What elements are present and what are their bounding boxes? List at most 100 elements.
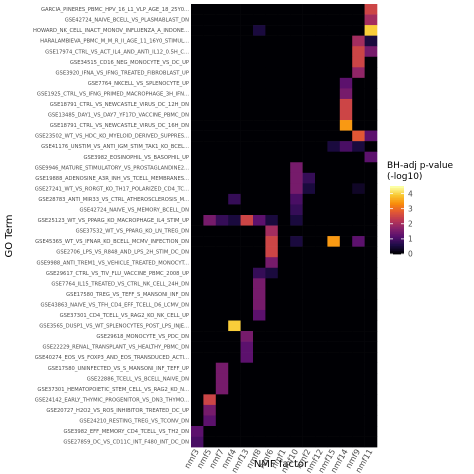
heatmap-cell (364, 225, 378, 237)
heatmap-cell (327, 120, 341, 131)
heatmap-cell (315, 215, 328, 226)
heatmap-cell (265, 109, 279, 121)
colorbar-segment (390, 250, 404, 253)
y-tick-label: GSE23502_WT_VS_HDC_KO_MYELOID_DERIVED_SU… (35, 134, 189, 140)
heatmap-cell (215, 415, 229, 427)
heatmap-cell (364, 141, 378, 152)
y-tick-label: GSE29618_MONOCYTE_VS_PDC_DN (96, 334, 189, 340)
heatmap-cell (191, 320, 204, 332)
heatmap-cell (277, 415, 291, 427)
y-tick-label: GSE22229_RENAL_TRANSPLANT_VS_HEALTHY_PBM… (42, 345, 189, 351)
heatmap-cell (327, 215, 341, 226)
heatmap-cell (265, 415, 279, 427)
colorbar-title: BH-adj p-value (387, 161, 454, 171)
heatmap-cell (240, 183, 254, 195)
colorbar-segment (390, 213, 404, 216)
heatmap-cell (302, 267, 316, 279)
heatmap-cell (302, 183, 316, 195)
heatmap-cell (364, 436, 378, 448)
heatmap-cell (352, 373, 365, 385)
heatmap-cell (277, 320, 291, 332)
heatmap-cell (315, 331, 328, 342)
heatmap-cell (215, 341, 229, 353)
heatmap-cell (339, 331, 353, 342)
heatmap-cell (327, 288, 341, 300)
heatmap-cell (277, 67, 291, 79)
colorbar-segment (390, 206, 404, 209)
heatmap-cell (327, 141, 341, 152)
heatmap-cell (290, 35, 303, 47)
heatmap-cell (364, 4, 378, 15)
heatmap-cell (265, 151, 279, 163)
heatmap-cell (327, 394, 341, 406)
heatmap-cell (315, 320, 328, 332)
heatmap-cell (339, 320, 353, 332)
heatmap-cell (215, 35, 229, 47)
heatmap-cell (240, 236, 254, 247)
heatmap-cell (302, 278, 316, 290)
heatmap-cell (364, 14, 378, 26)
heatmap-cell (215, 204, 229, 216)
heatmap-cell (327, 67, 341, 79)
heatmap-cell (339, 67, 353, 79)
heatmap-cell (327, 267, 341, 279)
heatmap-cell (327, 352, 341, 363)
heatmap-cell (339, 236, 353, 247)
heatmap-cell (265, 331, 279, 342)
heatmap-cell (302, 383, 316, 395)
heatmap-cell (265, 162, 279, 174)
heatmap-cell (215, 309, 229, 321)
heatmap-cell (302, 14, 316, 26)
heatmap-cell (191, 172, 204, 184)
heatmap-cell (215, 331, 229, 342)
heatmap-cell (339, 383, 353, 395)
y-tick-label: GSE17580_UNINFECTED_VS_S_MANSONI_INF_TEF… (48, 366, 189, 372)
heatmap-cell (265, 394, 279, 406)
heatmap-cell (290, 404, 303, 416)
heatmap-cell (277, 288, 291, 300)
heatmap-cell (290, 172, 303, 184)
heatmap-cell (339, 130, 353, 142)
heatmap-cell (215, 288, 229, 300)
heatmap-cell (364, 193, 378, 205)
heatmap-cell (277, 373, 291, 385)
heatmap-cell (215, 183, 229, 195)
heatmap-cell (339, 288, 353, 300)
heatmap-cell (228, 35, 241, 47)
heatmap-cell (364, 215, 378, 226)
y-tick-label: GSE40274_EOS_VS_FOXP3_AND_EOS_TRANSDUCED… (35, 355, 190, 361)
heatmap-cell (191, 4, 204, 15)
heatmap-cell (228, 257, 241, 269)
y-tick-label: GSE9988_ANTI_TREM1_VS_VEHICLE_TREATED_MO… (36, 260, 189, 266)
heatmap-cell (253, 362, 266, 374)
heatmap-cell (203, 67, 217, 79)
heatmap-cell (228, 341, 241, 353)
heatmap-cell (240, 193, 254, 205)
heatmap-cell (228, 320, 241, 332)
heatmap-cell (290, 426, 303, 437)
heatmap-cell (339, 162, 353, 174)
heatmap-cell (327, 172, 341, 184)
y-tick-label: GSE17580_TREG_VS_TEFF_S_MANSONI_INF_DN (66, 292, 189, 298)
heatmap-cell (315, 172, 328, 184)
heatmap-cell (339, 35, 353, 47)
heatmap-cell (290, 257, 303, 269)
heatmap-cell (302, 341, 316, 353)
heatmap-cell (277, 299, 291, 311)
heatmap-cell (253, 278, 266, 290)
colorbar-segment (390, 223, 404, 226)
colorbar-segment (390, 211, 404, 214)
heatmap-cell (327, 257, 341, 269)
heatmap-cell (240, 373, 254, 385)
heatmap-cell (215, 426, 229, 437)
heatmap-cell (240, 341, 254, 353)
heatmap-cell (215, 299, 229, 311)
heatmap-cell (277, 162, 291, 174)
heatmap-cell (228, 436, 241, 448)
heatmap-cell (352, 141, 365, 152)
heatmap-cell (302, 426, 316, 437)
heatmap-cell (302, 193, 316, 205)
heatmap-cell (228, 352, 241, 363)
heatmap-cell (302, 299, 316, 311)
heatmap-cell (277, 394, 291, 406)
